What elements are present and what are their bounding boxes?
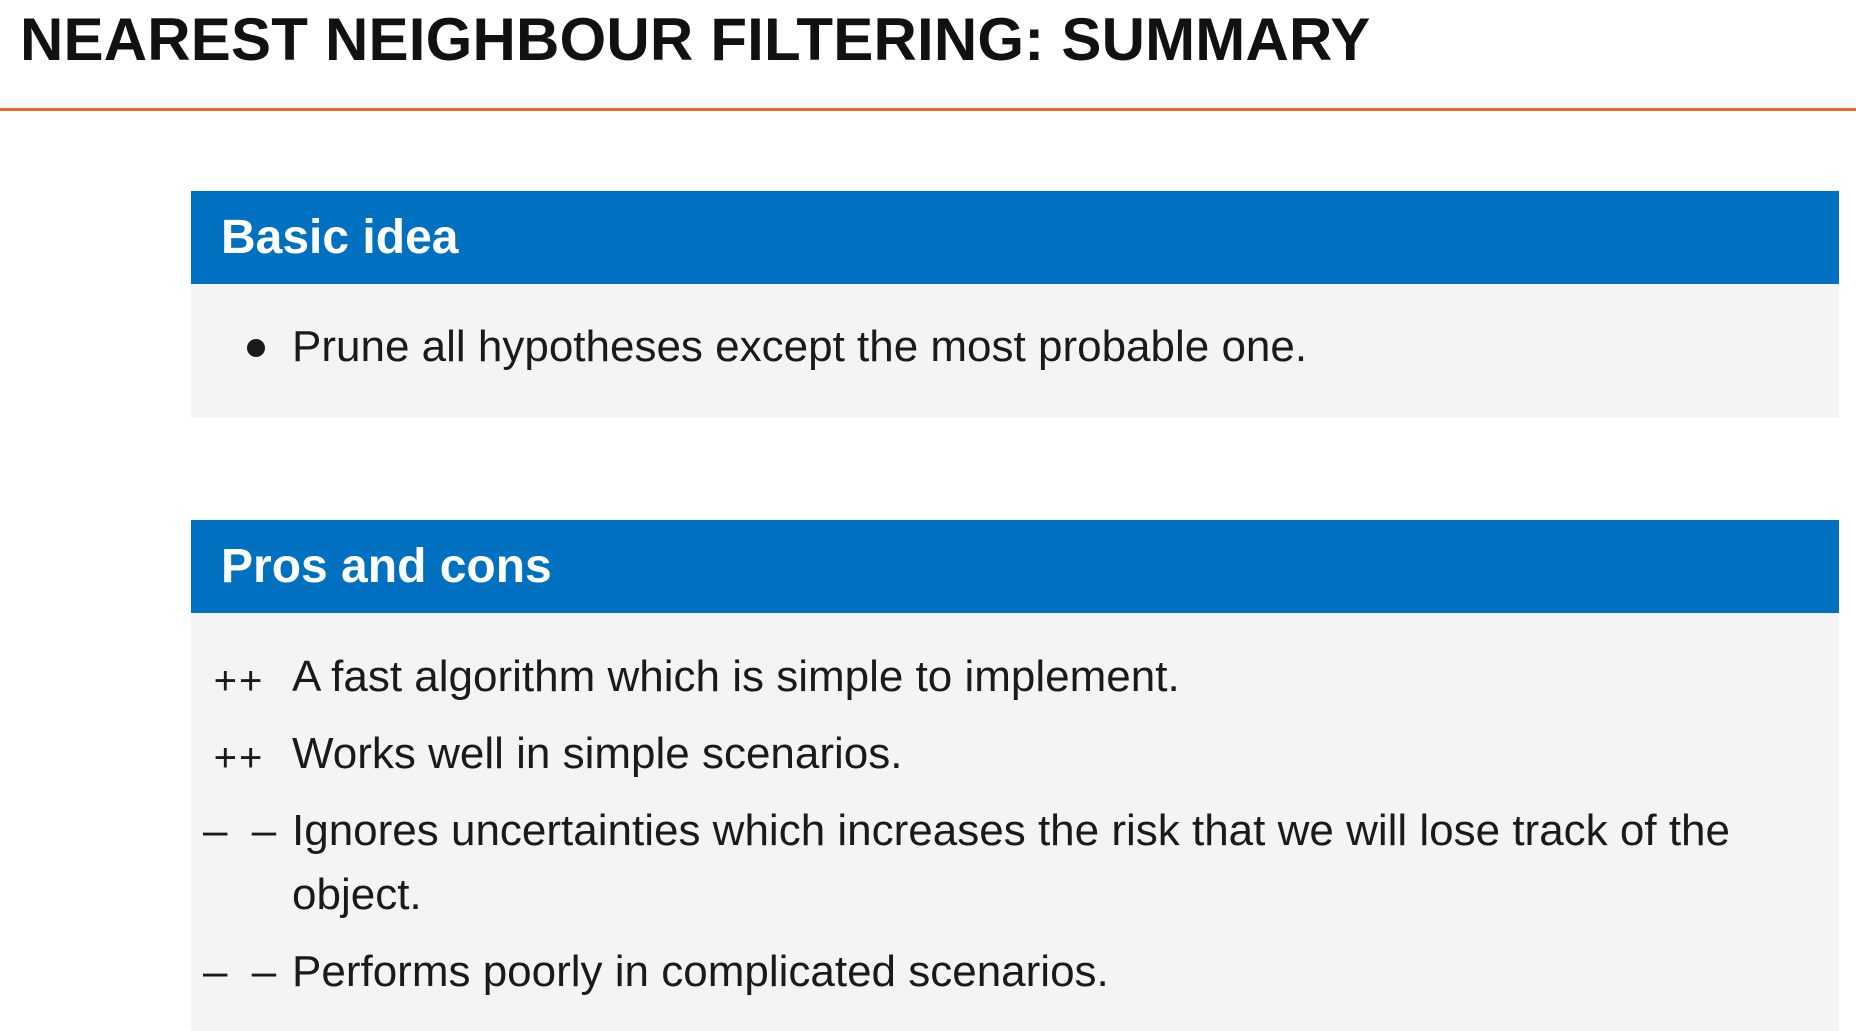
bullet-icon	[247, 339, 265, 357]
title-divider	[0, 108, 1856, 111]
basic-idea-header: Basic idea	[191, 191, 1839, 284]
minus-marker: – –	[203, 947, 283, 996]
basic-idea-block: Basic idea Prune all hypotheses except t…	[191, 191, 1839, 418]
pros-and-cons-block: Pros and cons ++ A fast algorithm which …	[191, 520, 1839, 1031]
plus-marker: ++	[213, 736, 265, 780]
pro-item-text: Works well in simple scenarios.	[292, 729, 903, 778]
con-item-text: Performs poorly in complicated scenarios…	[292, 947, 1109, 996]
pro-item-text: A fast algorithm which is simple to impl…	[292, 652, 1180, 701]
con-item-text: Ignores uncertainties which increases th…	[292, 806, 1730, 919]
slide-title: NEAREST NEIGHBOUR FILTERING: SUMMARY	[20, 6, 1371, 73]
plus-marker: ++	[213, 659, 265, 703]
pros-and-cons-header: Pros and cons	[191, 520, 1839, 613]
minus-marker: – –	[203, 806, 283, 855]
basic-idea-item-text: Prune all hypotheses except the most pro…	[292, 322, 1308, 371]
